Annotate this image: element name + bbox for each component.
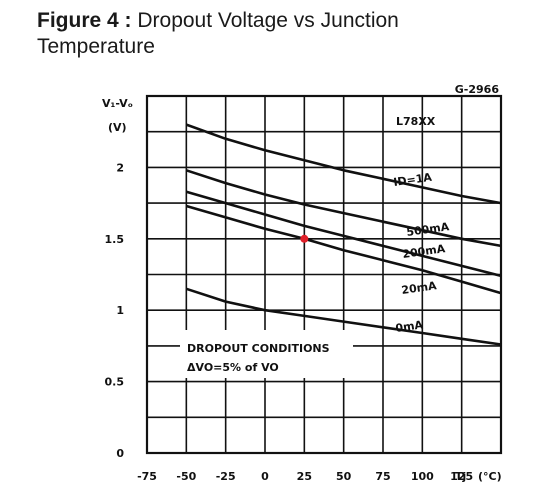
series-label: ID=1A	[393, 171, 434, 189]
series-line	[185, 204, 502, 295]
x-tick-label: 50	[336, 470, 352, 483]
x-tick-label: -75	[137, 470, 157, 483]
x-tick-label: -50	[176, 470, 196, 483]
annotation-line-2: ΔVO=5% of VO	[187, 361, 279, 374]
x-tick-label: 100	[411, 470, 434, 483]
series-label: 20mA	[401, 279, 438, 297]
highlight-marker	[300, 234, 309, 243]
series-line	[185, 190, 502, 278]
y-tick-label: 1.5	[105, 233, 125, 246]
y-tick-label: 0.5	[105, 376, 125, 389]
y-axis-label: V₁-Vₒ	[102, 97, 133, 110]
series-line	[185, 287, 502, 346]
annotation-line-1: DROPOUT CONDITIONS	[187, 342, 330, 355]
x-axis-label: Tj	[455, 470, 466, 483]
chart-grid	[145, 94, 503, 455]
series-label: 0mA	[395, 318, 425, 335]
chart-labels: -75 -50 -25 0 25 50 75 100 125 0 0.5 1 1.5 2 Tj (°C) V₁-…	[102, 83, 502, 483]
series-label: 200mA	[402, 242, 447, 261]
y-tick-label: 1	[116, 304, 124, 317]
y-tick-label: 0	[116, 447, 124, 460]
figure-number: Figure 4 :	[37, 9, 132, 32]
y-axis-unit: (V)	[108, 121, 127, 134]
annotation-box	[180, 330, 353, 378]
device-label: L78XX	[396, 115, 436, 128]
chart-curves	[185, 123, 502, 346]
x-tick-label: 25	[297, 470, 312, 483]
figure-title-text: Dropout Voltage vs Junction Temperature	[37, 9, 399, 58]
y-tick-label: 2	[116, 161, 124, 174]
x-axis-unit: (°C)	[478, 470, 502, 483]
x-tick-label: 0	[261, 470, 269, 483]
x-tick-label: -25	[216, 470, 236, 483]
series-line	[185, 123, 502, 205]
x-tick-label: 125	[450, 470, 473, 483]
x-tick-label: 75	[375, 470, 390, 483]
series-label: 500mA	[406, 220, 451, 239]
figure-title: Figure 4 : Dropout Voltage vs Junction T…	[37, 8, 517, 60]
figure-code: G-2966	[455, 83, 500, 96]
series-line	[185, 169, 502, 248]
